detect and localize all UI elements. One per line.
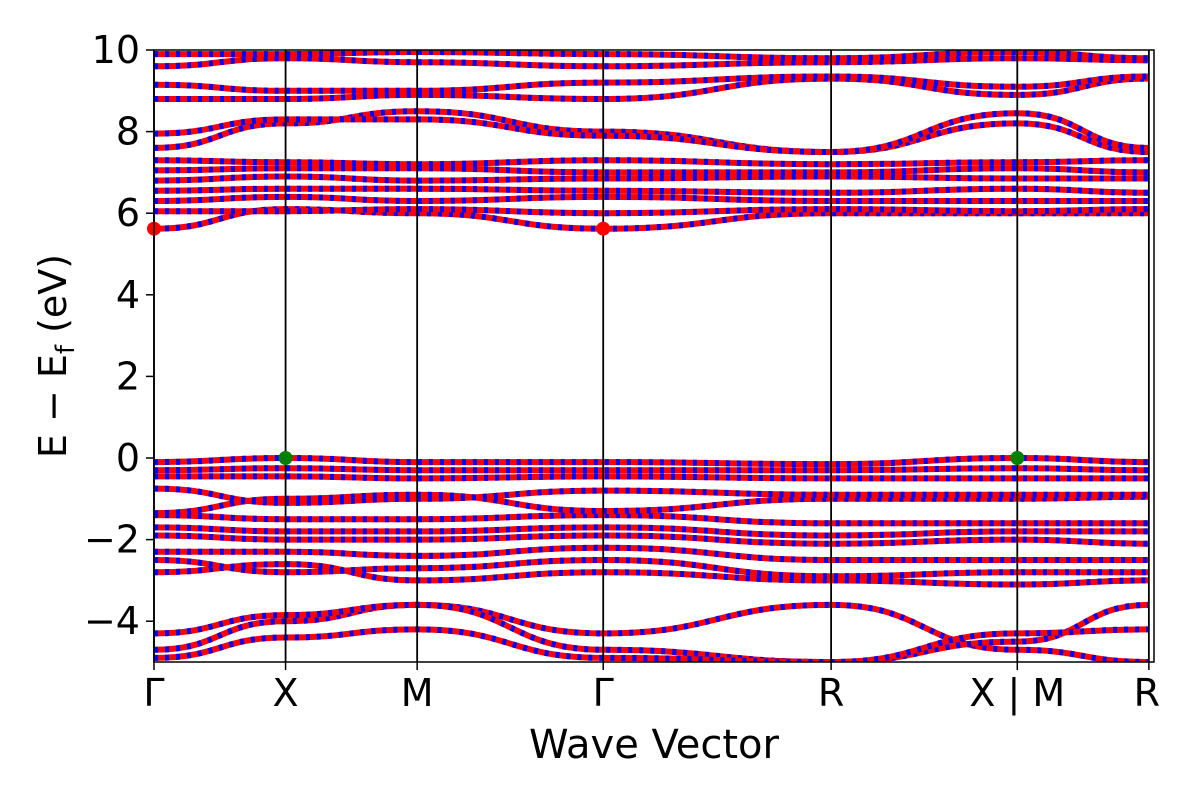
band-line-6 [154,532,1149,547]
band-line-5 [154,544,1149,564]
x-tick-label-0: Γ [143,671,164,715]
band-line-17 [154,185,1149,196]
band-line-3 [154,561,1149,588]
band-line-26 [154,50,1149,62]
x-tick-label-2: M [401,671,434,715]
x-tick-label-1: X [273,671,299,715]
x-tick-label-5: X | M [969,671,1065,716]
y-tick-label-1: −2 [84,518,140,562]
bands-layer [154,50,1149,662]
y-tick-label-2: 0 [116,436,140,480]
band-line-19 [154,165,1149,176]
band-projection-0 [154,601,1149,662]
y-tick-label-6: 8 [116,110,140,154]
band-line-7 [154,524,1149,539]
x-tick-label-4: R [818,671,844,715]
x-tick-label-6: R [1134,671,1160,715]
band-line-20 [154,157,1149,168]
band-line-11 [154,473,1149,482]
y-axis-label-subscript: f [51,344,81,354]
marker-vbm-2 [278,451,293,465]
plot-frame [153,49,1155,663]
y-axis-label: E − Ef (eV) [31,254,81,458]
band-line-16 [154,193,1149,205]
extrema-markers [147,221,1025,465]
marker-cbm-1 [596,221,611,236]
band-line-15 [154,206,1149,217]
y-tick-label-0: −4 [84,599,140,643]
band-projection-1 [154,601,1149,662]
y-tick-label-7: 10 [92,28,140,72]
band-line-8 [154,512,1149,527]
band-projection-23 [154,75,1149,103]
band-line-25 [154,55,1149,70]
y-axis: −4 −2 0 2 4 6 8 10 [84,28,154,643]
band-line-18 [154,173,1149,184]
marker-vbm-3 [1010,451,1025,465]
x-tick-label-3: Γ [593,671,614,715]
y-axis-label-main: E − E [31,354,75,458]
y-tick-label-5: 6 [116,191,140,235]
y-tick-label-3: 2 [116,354,140,398]
band-projection-4 [154,556,1149,580]
y-tick-label-4: 4 [116,273,140,317]
x-axis: Γ X M Γ R X | M R [143,662,1160,716]
band-line-12 [154,465,1149,474]
band-line-24 [154,73,1149,94]
y-axis-label-unit: (eV) [31,254,75,333]
x-axis-label: Wave Vector [529,722,780,768]
